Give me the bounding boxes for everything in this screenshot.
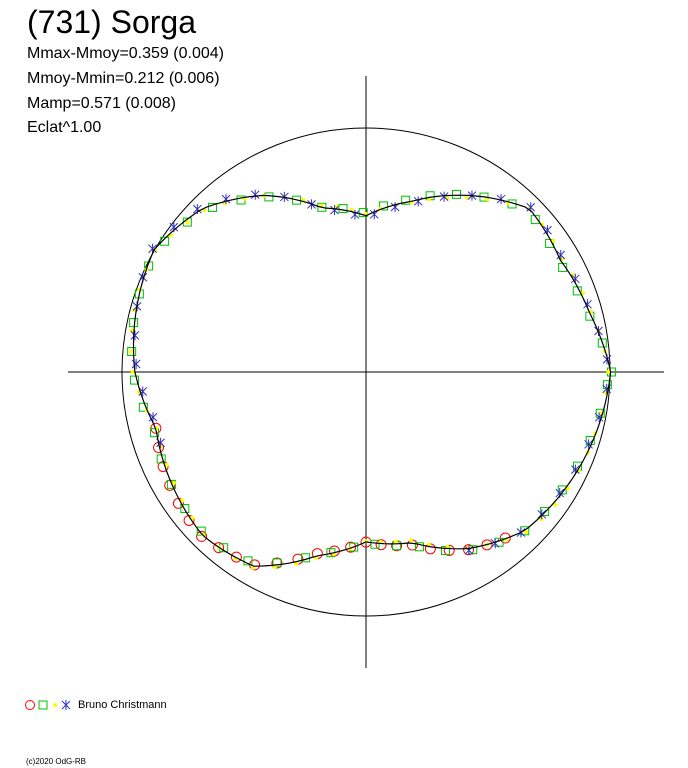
blue-star-marker <box>439 191 449 202</box>
blue-star-marker <box>350 209 360 220</box>
yellow-dot-marker <box>171 480 176 485</box>
green-square-marker <box>272 558 282 568</box>
yellow-dot-marker <box>180 498 185 503</box>
red-circle-marker <box>345 541 357 553</box>
red-circle-marker <box>213 542 225 554</box>
green-square-marker <box>441 546 451 556</box>
data-markers <box>127 189 616 571</box>
blue-star-marker <box>464 545 474 556</box>
green-square-marker <box>292 195 302 205</box>
yellow-dot-marker <box>426 542 431 547</box>
legend-label: Bruno Christmann <box>78 699 167 711</box>
legend-green-square-icon <box>38 700 48 710</box>
yellow-dot-marker <box>132 307 137 312</box>
blue-star-marker <box>221 194 231 205</box>
yellow-dot-marker <box>409 538 414 543</box>
green-square-marker <box>317 202 327 212</box>
legend-red-circle-icon <box>25 700 35 710</box>
green-square-marker <box>160 236 170 246</box>
yellow-dot-marker <box>426 197 431 202</box>
green-square-marker <box>243 556 253 566</box>
green-square-marker <box>378 201 388 211</box>
blue-star-marker <box>556 249 566 260</box>
blue-star-marker <box>148 412 158 423</box>
green-square-marker <box>597 338 607 348</box>
green-square-marker <box>129 318 139 328</box>
green-square-marker <box>585 436 595 446</box>
legend: Bruno Christmann <box>24 697 167 713</box>
yellow-dot-marker <box>250 565 255 570</box>
red-circle-marker <box>375 539 387 551</box>
green-square-marker <box>127 346 137 356</box>
stat-eclat: Eclat^1.00 <box>27 119 102 136</box>
green-square-marker <box>208 202 218 212</box>
green-square-marker <box>166 479 176 489</box>
green-square-marker <box>452 189 462 199</box>
red-circle-marker <box>271 557 283 569</box>
green-square-marker <box>196 526 206 536</box>
blue-star-marker <box>369 209 379 220</box>
yellow-dot-marker <box>130 370 135 374</box>
yellow-dot-marker <box>581 290 586 295</box>
yellow-dot-marker <box>606 370 611 374</box>
stat-mmax-mmoy: Mmax-Mmoy=0.359 (0.004) <box>27 45 224 62</box>
blue-star-marker <box>138 386 148 397</box>
blue-star-marker <box>543 225 552 236</box>
stat-mamp: Mamp=0.571 (0.008) <box>27 95 176 112</box>
yellow-dot-marker <box>553 502 558 507</box>
page-title: (731) Sorga <box>27 4 196 40</box>
legend-blue-star-icon <box>61 700 71 710</box>
yellow-dot-marker <box>164 462 169 467</box>
blue-star-marker <box>250 189 260 200</box>
yellow-dot-marker <box>129 349 134 354</box>
green-square-marker <box>129 375 139 385</box>
green-square-marker <box>540 507 550 517</box>
copyright-text: (c)2020 OdG-RB <box>26 757 87 766</box>
yellow-dot-marker <box>334 204 339 209</box>
blue-star-marker <box>130 330 140 341</box>
yellow-dot-marker <box>349 207 354 212</box>
yellow-dot-marker <box>185 220 190 225</box>
yellow-dot-marker <box>485 197 490 202</box>
legend-yellow-dot-icon <box>53 703 57 707</box>
yellow-dot-marker <box>294 561 299 566</box>
green-square-marker <box>180 504 190 514</box>
red-circle-marker <box>230 551 242 563</box>
green-square-marker <box>414 542 424 552</box>
blue-star-marker <box>496 194 506 205</box>
yellow-dot-marker <box>565 486 570 491</box>
legend-markers <box>25 700 71 710</box>
stat-mmoy-mmin: Mmoy-Mmin=0.212 (0.006) <box>27 70 220 87</box>
red-circle-marker <box>196 530 208 542</box>
blue-star-marker <box>330 205 339 216</box>
green-square-marker <box>370 539 380 549</box>
green-square-marker <box>557 485 567 495</box>
blue-star-marker <box>584 439 593 450</box>
green-square-marker <box>338 203 348 213</box>
blue-star-marker <box>537 509 547 520</box>
red-circle-marker <box>481 539 493 551</box>
yellow-dot-marker <box>464 195 469 200</box>
green-square-marker <box>401 195 411 205</box>
yellow-dot-marker <box>272 565 277 570</box>
blue-star-marker <box>413 196 423 207</box>
green-square-marker <box>264 192 274 202</box>
red-circle-marker <box>443 544 455 556</box>
yellow-dot-marker <box>393 539 398 544</box>
lightcurve-path <box>132 194 612 567</box>
yellow-dot-marker <box>524 530 529 535</box>
blue-star-marker <box>602 383 612 394</box>
green-square-marker <box>595 408 605 418</box>
blue-star-marker <box>131 358 141 369</box>
green-square-marker <box>138 402 148 412</box>
